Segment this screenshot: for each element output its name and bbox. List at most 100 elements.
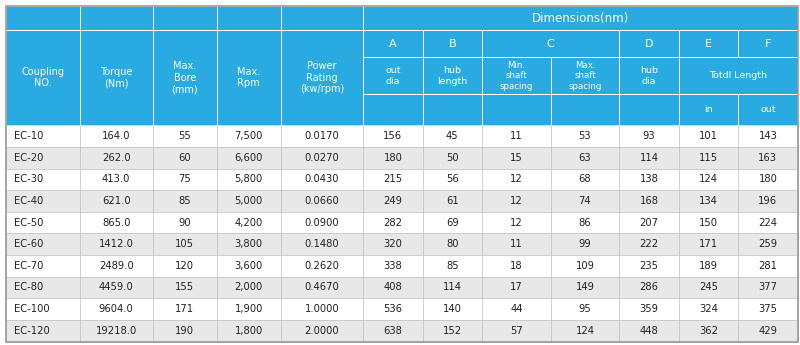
Text: 375: 375 xyxy=(758,304,778,314)
Bar xyxy=(6,255,79,277)
Text: 150: 150 xyxy=(699,218,718,228)
Bar xyxy=(482,94,550,125)
Bar xyxy=(678,277,738,298)
Text: 245: 245 xyxy=(699,283,718,293)
Bar xyxy=(482,298,550,320)
Text: 114: 114 xyxy=(443,283,462,293)
Bar xyxy=(678,255,738,277)
Bar xyxy=(6,190,79,212)
Bar xyxy=(678,320,738,342)
Bar xyxy=(281,255,363,277)
Bar xyxy=(678,125,738,147)
Bar xyxy=(619,320,678,342)
Bar xyxy=(550,320,619,342)
Text: Totdl Length: Totdl Length xyxy=(709,71,767,80)
Bar xyxy=(281,298,363,320)
Text: 4,200: 4,200 xyxy=(234,218,263,228)
Text: 249: 249 xyxy=(383,196,402,206)
Bar xyxy=(422,147,482,168)
Text: 18: 18 xyxy=(510,261,522,271)
Bar xyxy=(738,277,798,298)
Bar xyxy=(79,125,153,147)
Text: 134: 134 xyxy=(699,196,718,206)
Text: EC-10: EC-10 xyxy=(14,131,43,141)
Bar xyxy=(363,320,422,342)
Text: 281: 281 xyxy=(758,261,778,271)
Bar xyxy=(281,6,363,30)
Text: 0.0270: 0.0270 xyxy=(305,153,339,163)
Text: Coupling
NO.: Coupling NO. xyxy=(22,67,65,88)
Bar xyxy=(6,234,79,255)
Text: 19218.0: 19218.0 xyxy=(95,326,137,336)
Bar xyxy=(678,147,738,168)
Text: 207: 207 xyxy=(639,218,658,228)
Bar xyxy=(153,255,217,277)
Bar xyxy=(281,30,363,125)
Text: 638: 638 xyxy=(383,326,402,336)
Bar xyxy=(550,94,619,125)
Text: 69: 69 xyxy=(446,218,458,228)
Bar xyxy=(6,277,79,298)
Text: F: F xyxy=(765,39,771,49)
Bar xyxy=(482,57,550,94)
Bar xyxy=(619,277,678,298)
Bar xyxy=(550,277,619,298)
Bar xyxy=(79,234,153,255)
Text: EC-70: EC-70 xyxy=(14,261,43,271)
Bar xyxy=(79,320,153,342)
Bar xyxy=(422,212,482,234)
Bar xyxy=(678,168,738,190)
Text: EC-60: EC-60 xyxy=(14,239,43,249)
Bar xyxy=(550,168,619,190)
Bar xyxy=(422,57,482,94)
Text: 0.0430: 0.0430 xyxy=(305,174,339,184)
Text: 7,500: 7,500 xyxy=(234,131,263,141)
Bar xyxy=(281,168,363,190)
Text: 56: 56 xyxy=(446,174,458,184)
Text: 45: 45 xyxy=(446,131,458,141)
Text: 53: 53 xyxy=(578,131,591,141)
Text: 0.0660: 0.0660 xyxy=(305,196,339,206)
Text: 90: 90 xyxy=(178,218,191,228)
Text: 338: 338 xyxy=(383,261,402,271)
Bar xyxy=(619,298,678,320)
Text: D: D xyxy=(645,39,654,49)
Bar xyxy=(550,147,619,168)
Text: 0.0170: 0.0170 xyxy=(305,131,339,141)
Bar xyxy=(422,94,482,125)
Text: 80: 80 xyxy=(446,239,458,249)
Bar xyxy=(79,255,153,277)
Text: 5,000: 5,000 xyxy=(234,196,263,206)
Text: 44: 44 xyxy=(510,304,522,314)
Text: Power
Rating
(kw/rpm): Power Rating (kw/rpm) xyxy=(300,61,344,94)
Text: 17: 17 xyxy=(510,283,522,293)
Text: 413.0: 413.0 xyxy=(102,174,130,184)
Text: 448: 448 xyxy=(639,326,658,336)
Bar xyxy=(619,57,678,94)
Bar xyxy=(79,30,153,125)
Bar xyxy=(738,94,798,125)
Text: 2.0000: 2.0000 xyxy=(305,326,339,336)
Text: 1412.0: 1412.0 xyxy=(98,239,134,249)
Bar xyxy=(153,147,217,168)
Bar xyxy=(6,168,79,190)
Bar xyxy=(363,168,422,190)
Bar xyxy=(619,147,678,168)
Bar xyxy=(153,168,217,190)
Text: 124: 124 xyxy=(699,174,718,184)
Bar xyxy=(6,212,79,234)
Text: 171: 171 xyxy=(699,239,718,249)
Bar xyxy=(363,125,422,147)
Bar xyxy=(678,190,738,212)
Text: 189: 189 xyxy=(699,261,718,271)
Text: EC-20: EC-20 xyxy=(14,153,43,163)
Bar xyxy=(217,6,281,30)
Text: 61: 61 xyxy=(446,196,458,206)
Text: 101: 101 xyxy=(699,131,718,141)
Bar xyxy=(678,298,738,320)
Text: 50: 50 xyxy=(446,153,458,163)
Text: 149: 149 xyxy=(575,283,594,293)
Text: 1.0000: 1.0000 xyxy=(305,304,339,314)
Bar xyxy=(363,234,422,255)
Bar xyxy=(619,94,678,125)
